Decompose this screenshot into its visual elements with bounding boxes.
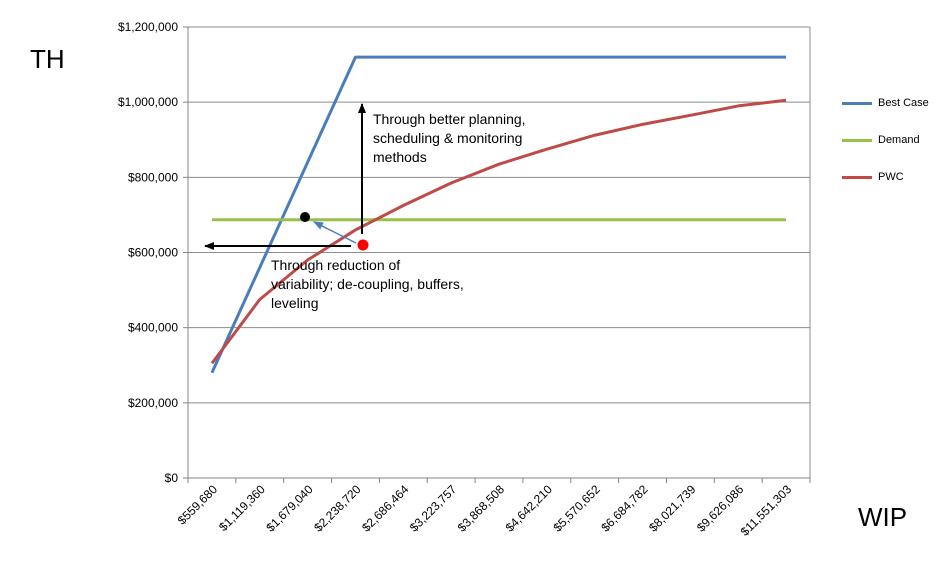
target-point — [300, 212, 310, 222]
y-tick-label: $400,000 — [128, 321, 178, 335]
y-tick-label: $800,000 — [128, 170, 178, 184]
improvement-overlay — [204, 103, 369, 251]
y-axis-title: TH — [30, 44, 65, 74]
x-tick-label: $5,570,652 — [550, 482, 603, 535]
x-tick-label: $6,684,782 — [598, 482, 651, 535]
series-line-best-case — [210, 55, 787, 374]
x-tick-label: $4,642,210 — [503, 482, 556, 535]
x-tick-label: $3,868,508 — [455, 482, 508, 535]
y-tick-label: $1,000,000 — [118, 95, 178, 109]
x-tick-label: $559,680 — [175, 482, 221, 528]
annotation-variability: Through reduction of variability; de-cou… — [271, 257, 464, 311]
legend-swatch — [842, 175, 872, 179]
x-tick-label: $1,679,040 — [263, 482, 316, 535]
x-axis-title: WIP — [858, 502, 908, 532]
legend-swatch — [842, 138, 872, 142]
legend-item-demand: Demand — [842, 133, 929, 147]
legend-swatch — [842, 101, 872, 105]
y-tick-label: $600,000 — [128, 246, 178, 260]
legend-label: Demand — [878, 134, 920, 146]
x-tick-label: $8,021,739 — [646, 482, 699, 535]
x-tick-label: $2,238,720 — [311, 482, 364, 535]
y-axis-ticks: $0 $200,000 $400,000 $600,000 $800,000 $1,000… — [118, 20, 188, 485]
annotation-planning: Through better planning, scheduling & mo… — [373, 111, 526, 165]
legend-label: Best Case — [878, 97, 929, 109]
legend-label: PWC — [878, 171, 904, 183]
series-lines — [210, 55, 787, 374]
x-tick-label: $11,551,303 — [738, 482, 795, 539]
improvement-arrow — [313, 221, 357, 244]
x-tick-label: $3,223,757 — [407, 482, 460, 535]
y-tick-label: $200,000 — [128, 396, 178, 410]
legend-item-best-case: Best Case — [842, 96, 929, 110]
x-tick-label: $1,119,360 — [216, 482, 268, 534]
current-point — [357, 239, 369, 251]
gridlines — [187, 26, 811, 479]
x-tick-label: $2,686,464 — [359, 482, 412, 535]
y-tick-label: $0 — [165, 471, 179, 485]
series-line-pwc — [210, 98, 787, 365]
legend: Best Case Demand PWC — [842, 96, 929, 207]
x-axis-ticks: $559,680$1,119,360$1,679,040$2,238,720$2… — [175, 478, 811, 539]
legend-item-pwc: PWC — [842, 170, 929, 184]
y-tick-label: $1,200,000 — [118, 20, 178, 34]
